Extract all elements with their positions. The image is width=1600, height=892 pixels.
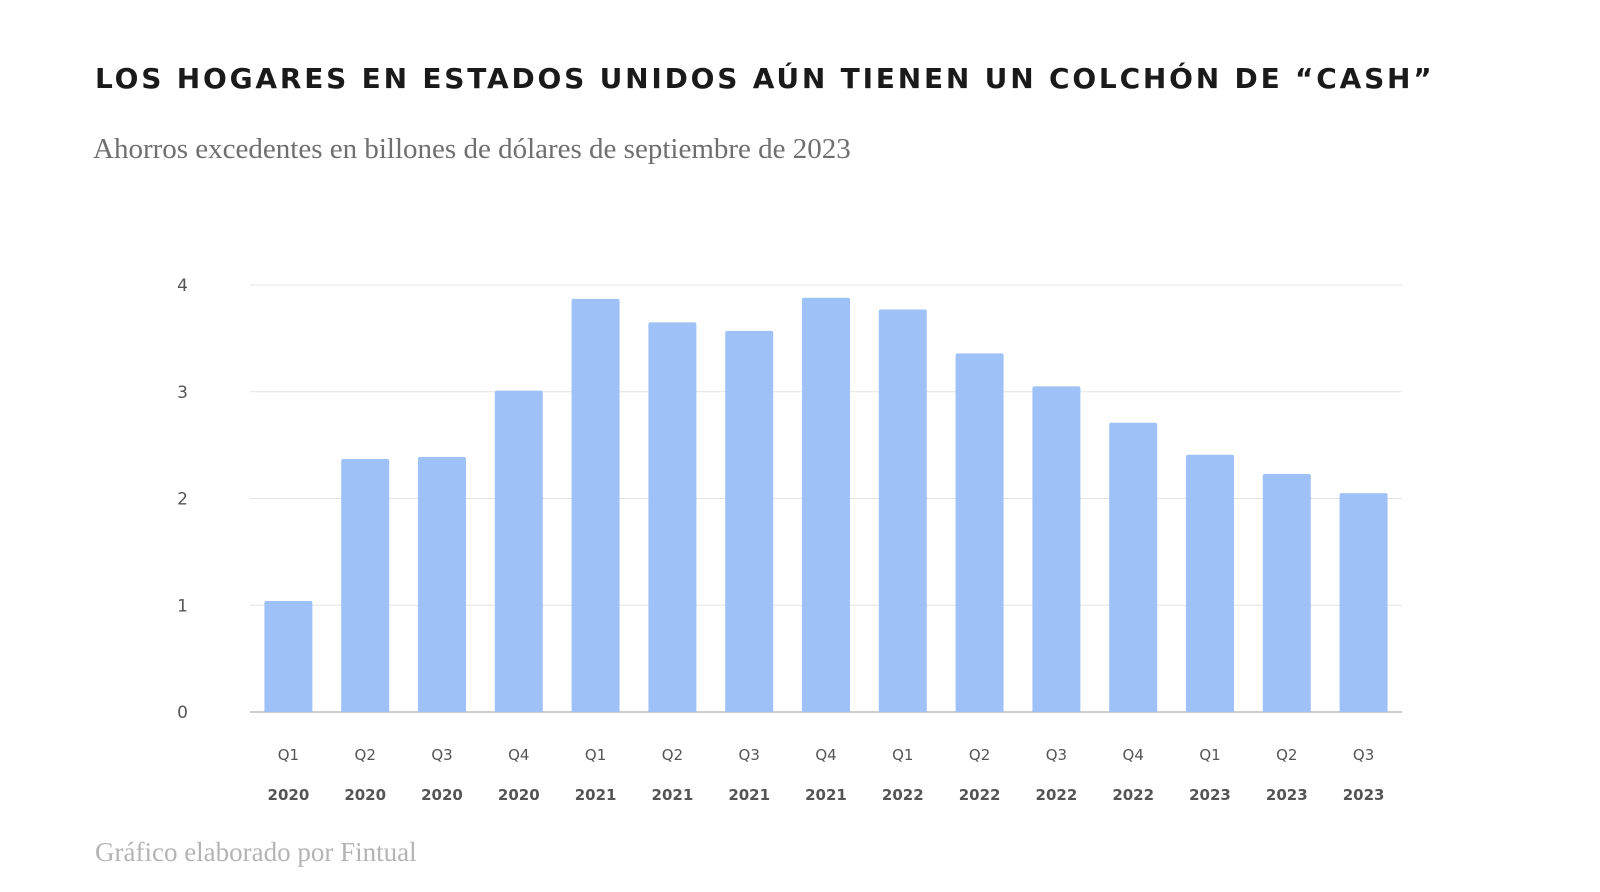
x-tick-year-label: 2021 (652, 786, 694, 804)
x-tick-quarter-label: Q4 (508, 746, 529, 764)
bar (648, 322, 697, 712)
bar (494, 390, 543, 712)
x-tick-quarter-label: Q2 (355, 746, 376, 764)
y-tick-label: 4 (177, 276, 188, 296)
x-tick-year-label: 2022 (1112, 786, 1154, 804)
x-tick-year-label: 2020 (498, 786, 540, 804)
x-tick-year-label: 2020 (344, 786, 386, 804)
bar (802, 297, 850, 712)
bar (264, 600, 313, 712)
x-tick-year-label: 2023 (1343, 786, 1385, 804)
y-tick-label: 0 (177, 703, 188, 723)
x-tick-year-label: 2023 (1266, 786, 1308, 804)
y-tick-label: 3 (177, 383, 188, 403)
x-tick-quarter-label: Q4 (1123, 746, 1144, 764)
chart-title: LOS HOGARES EN ESTADOS UNIDOS AÚN TIENEN… (95, 62, 1435, 95)
bar (955, 353, 1004, 712)
bar (341, 459, 390, 712)
y-tick-label: 2 (177, 490, 188, 510)
x-tick-year-label: 2021 (805, 786, 847, 804)
x-tick-quarter-label: Q3 (431, 746, 452, 764)
x-tick-year-label: 2021 (575, 786, 617, 804)
y-tick-label: 1 (177, 596, 188, 616)
x-tick-year-label: 2023 (1189, 786, 1231, 804)
x-tick-quarter-label: Q1 (1199, 746, 1220, 764)
bar (1186, 454, 1234, 712)
x-tick-quarter-label: Q4 (815, 746, 836, 764)
x-tick-year-label: 2022 (959, 786, 1001, 804)
x-tick-year-label: 2021 (728, 786, 770, 804)
x-tick-quarter-label: Q1 (892, 746, 913, 764)
x-tick-year-label: 2022 (882, 786, 924, 804)
bar (725, 330, 774, 712)
x-tick-quarter-label: Q2 (662, 746, 683, 764)
x-tick-year-label: 2020 (268, 786, 310, 804)
bar (1109, 422, 1158, 712)
bar (418, 456, 466, 712)
bar (571, 298, 620, 712)
chart-subtitle: Ahorros excedentes en billones de dólare… (93, 133, 851, 165)
x-tick-quarter-label: Q3 (1046, 746, 1067, 764)
bar (1032, 386, 1081, 712)
x-tick-year-label: 2022 (1036, 786, 1078, 804)
x-tick-quarter-label: Q2 (969, 746, 990, 764)
x-tick-year-label: 2020 (421, 786, 463, 804)
x-tick-quarter-label: Q3 (739, 746, 760, 764)
x-tick-quarter-label: Q1 (278, 746, 299, 764)
x-tick-quarter-label: Q1 (585, 746, 606, 764)
bar (1262, 473, 1311, 712)
bar (878, 309, 927, 712)
bar (1339, 493, 1388, 712)
x-tick-quarter-label: Q2 (1276, 746, 1297, 764)
x-tick-quarter-label: Q3 (1353, 746, 1374, 764)
chart-credit: Gráfico elaborado por Fintual (95, 837, 417, 867)
